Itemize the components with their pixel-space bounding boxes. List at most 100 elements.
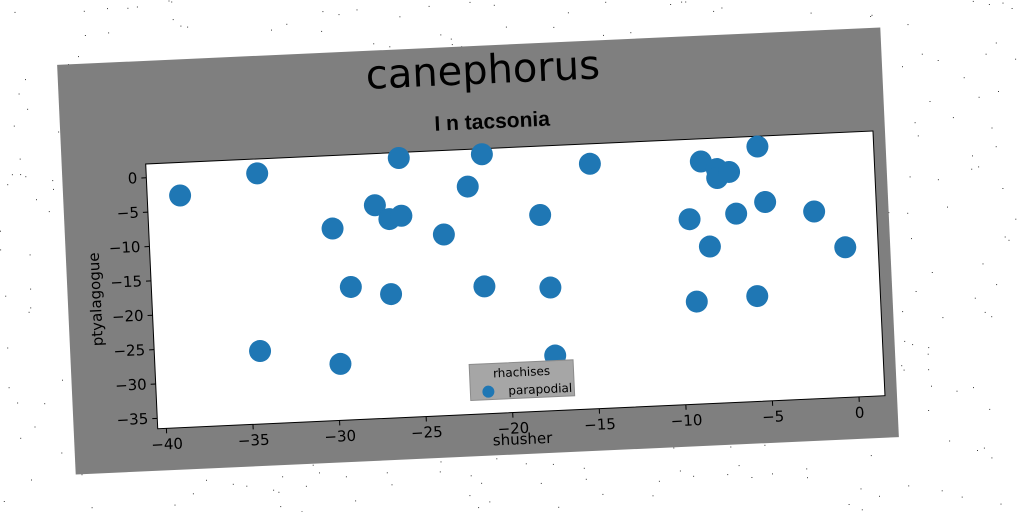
data-point bbox=[725, 202, 748, 225]
noise-dot bbox=[567, 12, 569, 14]
noise-dot bbox=[171, 1, 173, 3]
noise-dot bbox=[278, 491, 280, 493]
data-point bbox=[169, 184, 192, 207]
chart-title: I n tacsonia bbox=[434, 108, 551, 136]
noise-dot bbox=[78, 56, 79, 58]
noise-dot bbox=[978, 96, 980, 98]
noise-dot bbox=[630, 32, 632, 34]
noise-dot bbox=[25, 176, 27, 178]
noise-dot bbox=[1011, 8, 1013, 9]
noise-dot bbox=[907, 212, 909, 214]
noise-dot bbox=[30, 307, 32, 309]
noise-dot bbox=[973, 387, 974, 389]
noise-dot bbox=[956, 390, 958, 392]
noise-dot bbox=[17, 402, 19, 404]
noise-dot bbox=[995, 42, 997, 44]
data-point bbox=[387, 147, 410, 170]
noise-dot bbox=[810, 12, 812, 14]
noise-dot bbox=[971, 168, 973, 170]
noise-dot bbox=[489, 501, 491, 503]
noise-dot bbox=[915, 291, 917, 292]
data-point bbox=[746, 285, 769, 308]
noise-dot bbox=[991, 457, 993, 459]
noise-dot bbox=[988, 4, 990, 5]
noise-dot bbox=[58, 131, 60, 133]
noise-dot bbox=[681, 1, 683, 3]
x-tick-label: 0 bbox=[855, 404, 865, 422]
data-point bbox=[834, 236, 857, 259]
noise-dot bbox=[931, 385, 932, 387]
noise-dot bbox=[870, 16, 872, 17]
noise-dot bbox=[961, 496, 963, 498]
legend-entry-label: parapodial bbox=[508, 381, 572, 398]
noise-dot bbox=[496, 458, 498, 460]
noise-dot bbox=[81, 474, 83, 476]
noise-dot bbox=[107, 8, 108, 10]
data-point bbox=[578, 152, 601, 175]
y-tick-label: −25 bbox=[113, 341, 145, 360]
noise-dot bbox=[937, 60, 939, 61]
noise-dot bbox=[319, 472, 320, 474]
noise-dot bbox=[713, 10, 715, 12]
legend: rhachises parapodial bbox=[468, 359, 576, 402]
noise-dot bbox=[764, 444, 766, 446]
noise-dot bbox=[1008, 239, 1010, 241]
noise-dot bbox=[525, 463, 527, 465]
noise-dot bbox=[917, 135, 919, 137]
noise-dot bbox=[652, 495, 654, 497]
data-point bbox=[363, 194, 386, 217]
noise-dot bbox=[751, 477, 753, 478]
noise-dot bbox=[904, 340, 906, 342]
noise-dot bbox=[1002, 188, 1004, 189]
noise-dot bbox=[921, 53, 923, 55]
noise-dot bbox=[373, 43, 375, 45]
noise-dot bbox=[478, 507, 480, 509]
x-axis: −40 −35 −30 −25 −20 −15 −10 −5 0 bbox=[151, 396, 865, 454]
noise-dot bbox=[685, 1, 687, 3]
noise-dot bbox=[996, 284, 998, 286]
noise-dot bbox=[903, 369, 905, 371]
noise-dot bbox=[558, 506, 560, 508]
y-tick-label: −20 bbox=[112, 307, 144, 326]
noise-dot bbox=[908, 485, 910, 487]
legend-box bbox=[468, 359, 576, 402]
data-point bbox=[698, 235, 721, 258]
noise-dot bbox=[983, 447, 985, 449]
noise-dot bbox=[928, 347, 930, 349]
noise-dot bbox=[321, 30, 323, 32]
x-tick-label: −10 bbox=[670, 411, 702, 430]
noise-dot bbox=[730, 446, 732, 448]
noise-dot bbox=[282, 476, 284, 478]
noise-dot bbox=[389, 46, 391, 48]
noise-dot bbox=[48, 211, 50, 213]
data-point bbox=[456, 175, 479, 198]
noise-dot bbox=[62, 379, 63, 381]
noise-dot bbox=[1000, 503, 1002, 505]
plot-area bbox=[145, 130, 886, 430]
noise-dot bbox=[927, 353, 929, 355]
noise-dot bbox=[807, 477, 808, 479]
legend-marker bbox=[482, 385, 495, 398]
data-point bbox=[746, 135, 769, 158]
series-parapodial bbox=[169, 135, 857, 375]
noise-dot bbox=[553, 26, 555, 28]
noise-dot bbox=[941, 490, 943, 492]
noise-dot bbox=[848, 504, 850, 505]
noise-dot bbox=[0, 249, 2, 251]
scatter-chart: canephorus I n tacsonia 0−5−10−15−20−25−… bbox=[85, 42, 886, 454]
noise-dot bbox=[974, 297, 976, 299]
x-tick-label: −35 bbox=[237, 431, 269, 450]
data-point bbox=[470, 143, 493, 166]
noise-dot bbox=[440, 461, 442, 463]
noise-dot bbox=[345, 476, 347, 478]
noise-dot bbox=[11, 174, 13, 176]
noise-dot bbox=[929, 101, 931, 102]
data-point bbox=[339, 275, 362, 298]
noise-dot bbox=[312, 464, 314, 466]
noise-dot bbox=[356, 9, 358, 11]
noise-dot bbox=[902, 66, 903, 68]
noise-dot bbox=[738, 465, 740, 467]
noise-dot bbox=[451, 44, 453, 46]
noise-dot bbox=[860, 488, 862, 490]
y-tick-label: −30 bbox=[115, 375, 147, 394]
